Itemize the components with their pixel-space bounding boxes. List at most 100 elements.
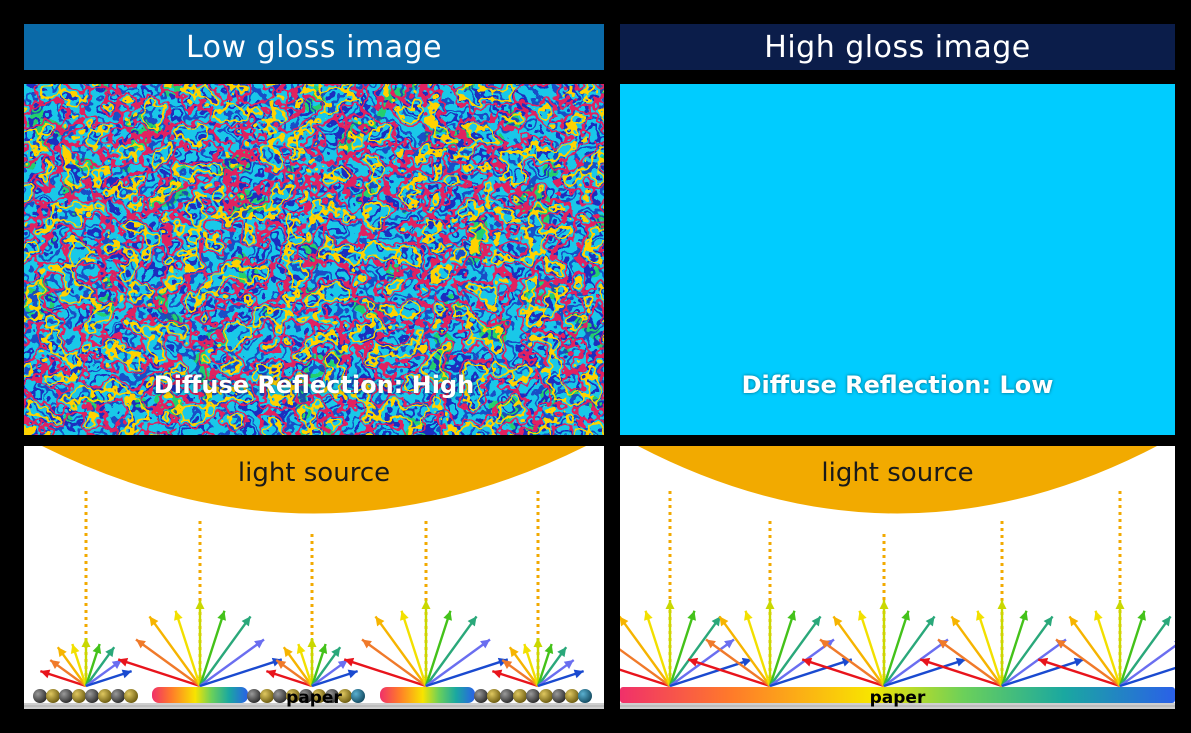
low-gloss-header: Low gloss image (24, 24, 604, 70)
arrow-head-icon (135, 639, 146, 649)
ray-line (1119, 666, 1175, 688)
low-gloss-diffuse-label: Diffuse Reflection: High (153, 371, 475, 399)
ray-line (919, 658, 1003, 688)
particle-icon (487, 689, 501, 703)
high-gloss-title: High gloss image (764, 29, 1031, 65)
arrow-fan-icon (343, 600, 509, 688)
ray-line (937, 638, 1003, 687)
arrow-head-icon (1055, 639, 1066, 649)
arrow-head-icon (118, 657, 129, 667)
ray-line (117, 658, 201, 688)
light-source-label: light source (237, 458, 391, 488)
arrow-head-icon (522, 644, 532, 654)
arrow-head-icon (802, 657, 813, 667)
ray-line (768, 610, 796, 687)
arrow-head-icon (174, 610, 183, 621)
arrow-head-icon (271, 657, 282, 667)
particle-icon (59, 689, 73, 703)
low-gloss-reflection-svg (24, 446, 604, 709)
ray-line (669, 615, 722, 687)
arrow-head-icon (620, 616, 629, 627)
ray-line (883, 615, 936, 687)
particle-icon (578, 689, 592, 703)
arrow-head-icon (744, 610, 753, 621)
ray-line (198, 610, 226, 687)
high-gloss-diagram: light source paper (620, 446, 1175, 709)
light-source-icon (42, 446, 586, 514)
particle-icon (247, 689, 261, 703)
ray-line (744, 610, 772, 687)
ray-line (769, 638, 835, 687)
arrow-fan-icon (1037, 600, 1175, 688)
ray-line (882, 610, 910, 687)
arrow-head-icon (50, 660, 61, 669)
arrow-head-icon (1094, 610, 1103, 621)
particle-icon (500, 689, 514, 703)
arrow-head-icon (344, 657, 355, 667)
arrow-head-icon (644, 610, 653, 621)
arrow-head-icon (347, 669, 358, 679)
arrow-head-icon (266, 669, 277, 679)
arrow-head-icon (937, 639, 948, 649)
ray-line (1119, 615, 1172, 687)
arrow-head-icon (787, 610, 796, 621)
toner-layer (152, 687, 248, 703)
arrow-head-icon (111, 660, 122, 669)
ray-line (1001, 658, 1085, 688)
arrow-head-icon (509, 647, 519, 658)
arrow-head-icon (544, 644, 554, 654)
particle-icon (124, 689, 138, 703)
arrow-head-icon (307, 638, 317, 647)
ray-line (883, 658, 967, 688)
particle-icon (111, 689, 125, 703)
particle-icon (260, 689, 274, 703)
arrow-head-icon (705, 639, 716, 649)
arrow-head-icon (1038, 657, 1049, 667)
particle-icon (474, 689, 488, 703)
particle-icon (565, 689, 579, 703)
arrow-head-icon (318, 644, 328, 654)
arrow-head-icon (217, 610, 226, 621)
arrow-head-icon (557, 647, 567, 658)
ray-line (1094, 610, 1122, 687)
low-gloss-texture (24, 84, 604, 435)
ray-line (668, 610, 696, 687)
arrow-head-icon (105, 647, 115, 658)
arrow-head-icon (711, 616, 721, 627)
particle-icon (33, 689, 47, 703)
ray-line (620, 668, 671, 688)
particle-icon (286, 689, 300, 703)
toner-layer (380, 687, 475, 703)
arrow-head-icon (92, 644, 102, 654)
ray-line (400, 610, 428, 687)
arrow-fan-icon (491, 638, 585, 688)
arrow-head-icon (480, 639, 491, 649)
ray-line (1001, 615, 1054, 687)
arrow-fan-icon (919, 600, 1085, 688)
arrow-head-icon (920, 657, 931, 667)
particle-icon (85, 689, 99, 703)
arrow-head-icon (497, 657, 508, 667)
ray-line (424, 610, 452, 687)
high-gloss-reflection-svg (620, 446, 1175, 709)
particle-icon (273, 689, 287, 703)
ray-line (950, 615, 1003, 687)
ray-line (148, 615, 201, 687)
arrow-head-icon (1161, 616, 1171, 627)
arrow-fan-icon (265, 638, 359, 688)
arrow-head-icon (195, 600, 205, 609)
arrow-head-icon (901, 610, 910, 621)
arrow-head-icon (400, 610, 409, 621)
low-gloss-diagram: light source paper (24, 446, 604, 709)
light-source-icon (638, 446, 1157, 514)
arrow-fan-icon (39, 638, 133, 688)
high-gloss-image: Diffuse Reflection: Low (620, 84, 1175, 435)
ray-line (1001, 638, 1067, 687)
ray-line (343, 658, 427, 688)
ray-line (976, 610, 1004, 687)
arrow-head-icon (1043, 616, 1053, 627)
arrow-head-icon (724, 639, 735, 649)
arrow-head-icon (858, 610, 867, 621)
arrow-head-icon (688, 657, 699, 667)
arrow-head-icon (375, 616, 385, 627)
